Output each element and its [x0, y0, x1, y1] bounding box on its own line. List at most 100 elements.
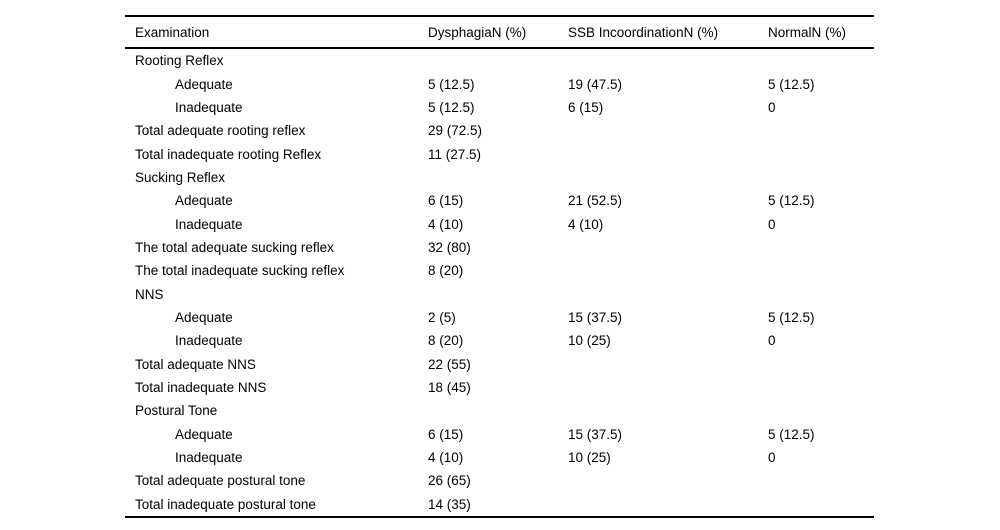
table-body: Rooting Reflex Adequate 5 (12.5) 19 (47.…: [125, 48, 874, 517]
cell-ssb: [568, 352, 768, 375]
cell-dysphagia: 6 (15): [428, 426, 464, 442]
cell-normal: [768, 352, 874, 375]
cell-ssb: [568, 119, 768, 142]
row-label: NNS: [135, 286, 164, 302]
table-header: Examination DysphagiaN (%) SSB Incoordin…: [125, 16, 874, 48]
row-label: Adequate: [175, 76, 233, 92]
row-label: Adequate: [175, 426, 233, 442]
cell-ssb: 21 (52.5): [568, 193, 623, 209]
cell-normal: 5 (12.5): [768, 76, 815, 92]
cell-dysphagia: 32 (80): [428, 239, 471, 255]
cell-normal: [768, 493, 874, 517]
table-row-section-postural-tone: Postural Tone: [125, 399, 874, 422]
table-row-section-sucking-reflex: Sucking Reflex: [125, 166, 874, 189]
column-header-dysphagia: DysphagiaN (%): [428, 24, 527, 40]
table-row: Total inadequate NNS 18 (45): [125, 376, 874, 399]
cell-normal: [768, 142, 874, 165]
examination-results-table: Examination DysphagiaN (%) SSB Incoordin…: [125, 15, 874, 518]
cell-ssb: [568, 166, 768, 189]
cell-dysphagia: 18 (45): [428, 379, 471, 395]
cell-ssb: [568, 259, 768, 282]
row-label: Inadequate: [175, 216, 243, 232]
cell-ssb: [568, 48, 768, 72]
cell-dysphagia: 4 (10): [428, 450, 464, 466]
cell-normal: [768, 469, 874, 492]
row-label: Total adequate NNS: [135, 356, 256, 372]
cell-normal: 0: [768, 333, 776, 349]
cell-ssb: 4 (10): [568, 216, 604, 232]
cell-normal: [768, 259, 874, 282]
row-label: The total inadequate sucking reflex: [135, 263, 345, 279]
cell-dysphagia: [428, 48, 568, 72]
row-label: Postural Tone: [135, 403, 218, 419]
cell-normal: [768, 48, 874, 72]
cell-dysphagia: 26 (65): [428, 473, 471, 489]
table-row-section-nns: NNS: [125, 282, 874, 305]
row-label: Total inadequate rooting Reflex: [135, 146, 322, 162]
cell-dysphagia: [428, 282, 568, 305]
cell-dysphagia: [428, 166, 568, 189]
table-row: The total inadequate sucking reflex 8 (2…: [125, 259, 874, 282]
table-row: Adequate 2 (5) 15 (37.5) 5 (12.5): [125, 306, 874, 329]
row-label: The total adequate sucking reflex: [135, 239, 334, 255]
cell-normal: 5 (12.5): [768, 193, 815, 209]
column-header-normal: NormalN (%): [768, 24, 847, 40]
cell-normal: 0: [768, 450, 776, 466]
table-row: Inadequate 4 (10) 10 (25) 0: [125, 446, 874, 469]
cell-normal: [768, 399, 874, 422]
row-label: Adequate: [175, 193, 233, 209]
cell-ssb: 19 (47.5): [568, 76, 623, 92]
row-label: Total adequate postural tone: [135, 473, 306, 489]
cell-normal: [768, 282, 874, 305]
cell-dysphagia: 6 (15): [428, 193, 464, 209]
cell-ssb: 15 (37.5): [568, 309, 623, 325]
row-label: Adequate: [175, 309, 233, 325]
cell-dysphagia: [428, 399, 568, 422]
cell-normal: 5 (12.5): [768, 426, 815, 442]
cell-dysphagia: 29 (72.5): [428, 123, 483, 139]
table-row: Inadequate 8 (20) 10 (25) 0: [125, 329, 874, 352]
cell-dysphagia: 4 (10): [428, 216, 464, 232]
cell-normal: [768, 166, 874, 189]
cell-ssb: 10 (25): [568, 450, 611, 466]
column-header-examination: Examination: [135, 24, 210, 40]
cell-normal: 5 (12.5): [768, 309, 815, 325]
row-label: Inadequate: [175, 450, 243, 466]
cell-ssb: 15 (37.5): [568, 426, 623, 442]
table-row: Inadequate 5 (12.5) 6 (15) 0: [125, 96, 874, 119]
table-row: Adequate 6 (15) 15 (37.5) 5 (12.5): [125, 423, 874, 446]
table-row: Adequate 5 (12.5) 19 (47.5) 5 (12.5): [125, 72, 874, 95]
row-label: Inadequate: [175, 333, 243, 349]
table-row: Total inadequate rooting Reflex 11 (27.5…: [125, 142, 874, 165]
cell-ssb: [568, 493, 768, 517]
cell-dysphagia: 5 (12.5): [428, 99, 475, 115]
cell-ssb: [568, 142, 768, 165]
row-label: Inadequate: [175, 99, 243, 115]
table-row: Inadequate 4 (10) 4 (10) 0: [125, 212, 874, 235]
cell-normal: 0: [768, 216, 776, 232]
cell-ssb: [568, 376, 768, 399]
row-label: Sucking Reflex: [135, 169, 226, 185]
cell-normal: 0: [768, 99, 776, 115]
header-row: Examination DysphagiaN (%) SSB Incoordin…: [125, 16, 874, 48]
cell-normal: [768, 236, 874, 259]
row-label: Total inadequate postural tone: [135, 496, 316, 512]
row-label: Rooting Reflex: [135, 53, 224, 69]
cell-dysphagia: 22 (55): [428, 356, 471, 372]
cell-ssb: 10 (25): [568, 333, 611, 349]
cell-normal: [768, 119, 874, 142]
table-row: Adequate 6 (15) 21 (52.5) 5 (12.5): [125, 189, 874, 212]
cell-dysphagia: 11 (27.5): [428, 146, 482, 162]
cell-dysphagia: 8 (20): [428, 263, 464, 279]
cell-dysphagia: 8 (20): [428, 333, 464, 349]
table-row: Total adequate rooting reflex 29 (72.5): [125, 119, 874, 142]
row-label: Total adequate rooting reflex: [135, 123, 306, 139]
cell-dysphagia: 2 (5): [428, 309, 456, 325]
table-row: Total inadequate postural tone 14 (35): [125, 493, 874, 517]
row-label: Total inadequate NNS: [135, 379, 267, 395]
cell-dysphagia: 14 (35): [428, 496, 471, 512]
table-row: Total adequate NNS 22 (55): [125, 352, 874, 375]
cell-ssb: 6 (15): [568, 99, 604, 115]
cell-ssb: [568, 399, 768, 422]
